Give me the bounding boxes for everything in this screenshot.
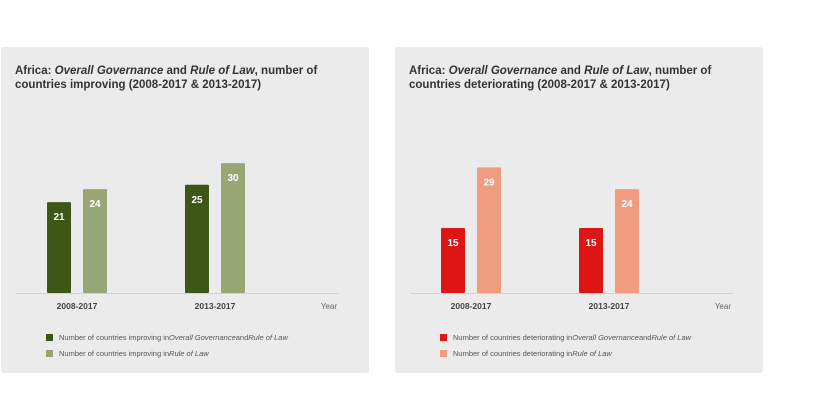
x-axis-label: Year [321, 302, 338, 311]
legend-item-overall: Number of countries improving in Overall… [46, 329, 364, 345]
bar-chart-improving: 21 24 2008-2017 25 30 2013-2017 Year [16, 163, 339, 311]
legend-swatch [440, 349, 447, 357]
chart-panel-deteriorating: Africa: Overall Governance and Rule of L… [395, 47, 763, 373]
bar-chart-deteriorating: 15 29 2008-2017 15 24 2013-2017 Year [410, 167, 733, 311]
x-tick-label: 2013-2017 [195, 301, 236, 311]
bar [221, 163, 245, 293]
bar [83, 189, 107, 293]
x-tick-label: 2013-2017 [589, 301, 630, 311]
chart-title: Africa: Overall Governance and Rule of L… [409, 65, 712, 91]
chart-legend: Number of countries improving in Overall… [46, 329, 364, 361]
bar [47, 202, 71, 293]
data-label: 15 [447, 238, 459, 249]
legend-swatch [46, 349, 53, 357]
data-label: 25 [191, 195, 203, 206]
data-label: 24 [621, 199, 633, 210]
data-label: 29 [483, 177, 495, 188]
legend-item-law: Number of countries improving in Rule of… [46, 345, 364, 361]
legend-item-law: Number of countries deteriorating in Rul… [440, 345, 758, 361]
data-label: 30 [227, 173, 239, 184]
x-axis-label: Year [715, 302, 732, 311]
bar [579, 228, 603, 293]
data-label: 21 [53, 212, 65, 223]
data-label: 24 [89, 199, 101, 210]
x-tick-label: 2008-2017 [451, 301, 492, 311]
chart-panel-improving: Africa: Overall Governance and Rule of L… [1, 47, 369, 373]
chart-title: Africa: Overall Governance and Rule of L… [15, 65, 318, 91]
bar [615, 189, 639, 293]
x-tick-label: 2008-2017 [57, 301, 98, 311]
legend-item-overall: Number of countries deteriorating in Ove… [440, 329, 758, 345]
legend-swatch [46, 333, 53, 341]
data-label: 15 [585, 238, 597, 249]
bar [441, 228, 465, 293]
bar [477, 167, 501, 293]
bar [185, 184, 209, 293]
chart-legend: Number of countries deteriorating in Ove… [440, 329, 758, 361]
legend-swatch [440, 333, 447, 341]
